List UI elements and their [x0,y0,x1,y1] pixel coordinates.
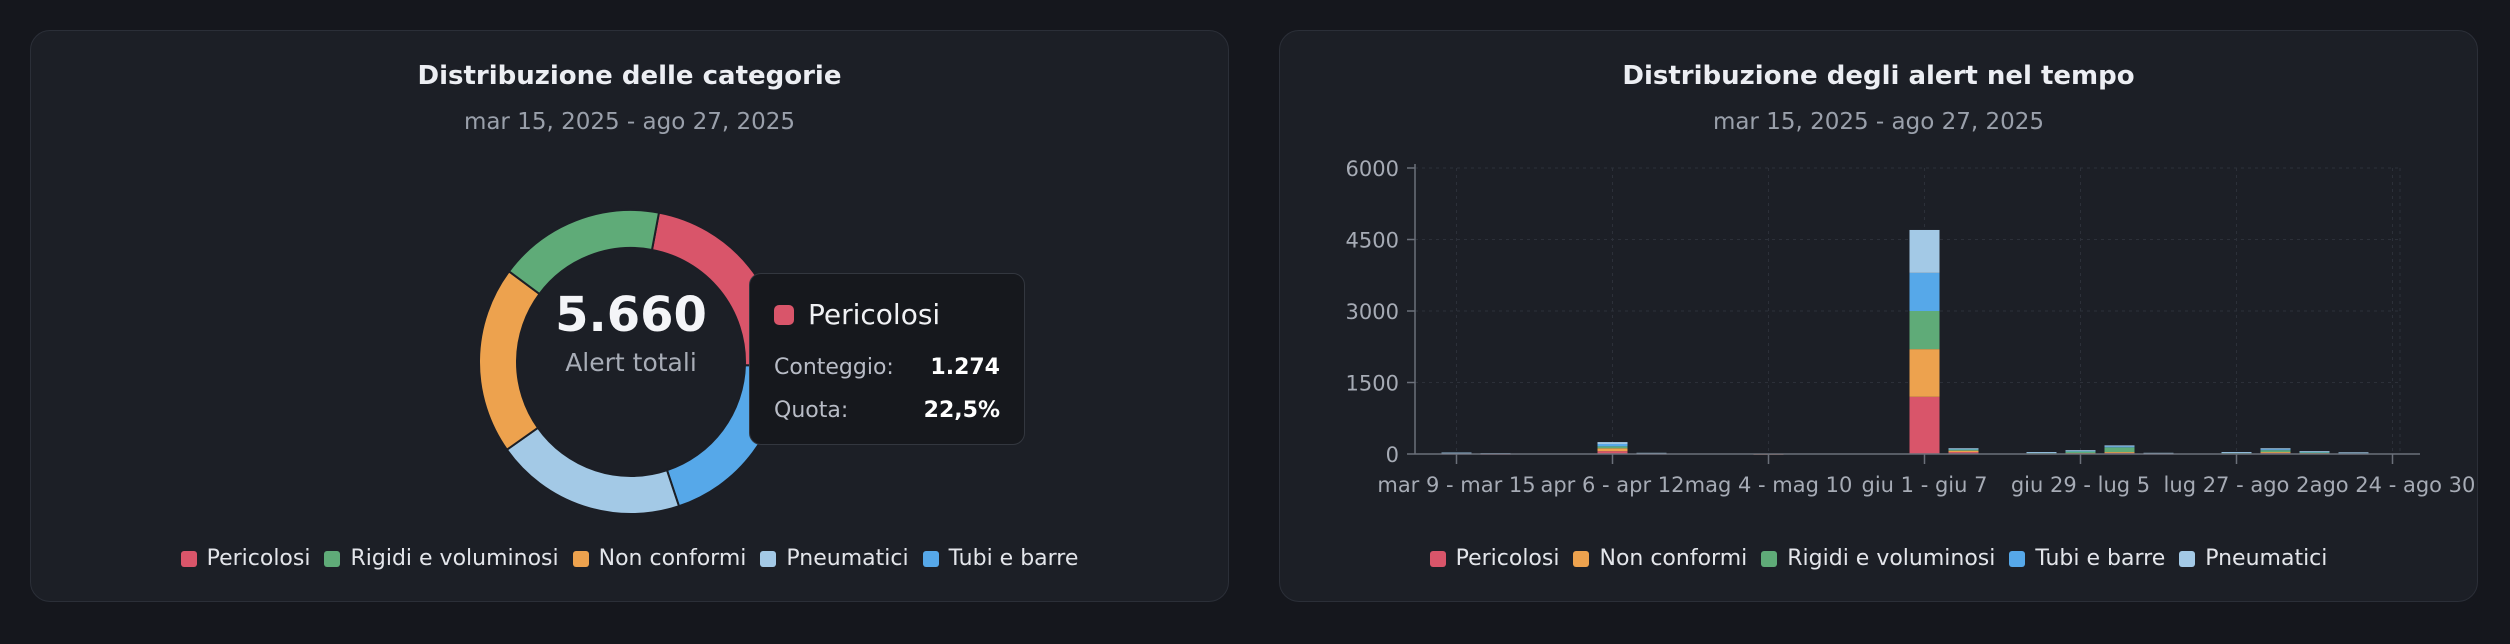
donut-chart: 5.660 Alert totali [478,209,784,515]
legend-swatch [1429,550,1446,567]
legend-item-pericolosi[interactable]: Pericolosi [180,546,311,571]
bar-segment-pneumatici[interactable] [1597,442,1628,444]
bar-segment-rigidi-e-voluminosi[interactable] [2065,451,2096,454]
bar-segment-tubi-e-barre[interactable] [2065,450,2096,452]
bar-legend: Pericolosi Non conformi Rigidi e voluminos… [1280,546,2477,571]
legend-label: Rigidi e voluminosi [1787,546,1996,571]
legend-label: Tubi e barre [2035,546,2166,571]
legend-swatch [180,550,197,567]
bar-segment-tubi-e-barre[interactable] [1948,448,1979,450]
tooltip-count-value: 1.274 [930,355,1000,380]
donut-slice-rigidi-e-voluminosi[interactable] [507,209,661,296]
bar-segment-rigidi-e-voluminosi[interactable] [1948,449,1979,451]
x-tick-label: apr 6 - apr 12 [1540,473,1684,497]
tooltip-category: Pericolosi [808,298,941,331]
bar-segment-pneumatici[interactable] [1636,452,1667,454]
bar-segment-tubi-e-barre[interactable] [1909,272,1940,311]
donut-slice-non-conformi[interactable] [478,269,541,452]
legend-item-rigidi-e-voluminosi[interactable]: Rigidi e voluminosi [324,546,559,571]
bar-segment-pneumatici[interactable] [2143,452,2174,454]
x-tick-label: mag 4 - mag 10 [1685,473,1853,497]
bar-segment-non-conformi[interactable] [2260,452,2291,454]
tooltip-count-label: Conteggio: [774,355,894,380]
bar-segment-pericolosi[interactable] [1909,396,1940,454]
y-tick-label: 0 [1386,443,1399,467]
bar-segment-pneumatici[interactable] [2026,452,2057,453]
bar-segment-non-conformi[interactable] [2104,452,2135,454]
tooltip-share-value: 22,5% [923,398,1000,423]
legend-item-rigidi-e-voluminosi[interactable]: Rigidi e voluminosi [1761,546,1995,571]
legend-swatch [760,550,777,567]
bar-segment-pneumatici[interactable] [1948,448,1979,450]
category-distribution-card: Distribuzione delle categorie mar 15, 20… [30,30,1229,602]
stacked-bar-chart: 0 1500 3000 4500 6000 mar 9 - mar 15 apr 6 - a… [1346,157,2476,497]
legend-label: Non conformi [1599,546,1748,571]
bar-segment-pneumatici[interactable] [1441,452,1472,454]
bar-segment-non-conformi[interactable] [1909,349,1940,397]
bar-segment-tubi-e-barre[interactable] [2299,451,2330,453]
legend-label: Pericolosi [1455,546,1560,571]
bar-segment-pneumatici[interactable] [2260,448,2291,450]
bar-segment-pneumatici[interactable] [2104,445,2135,447]
total-alerts-value: 5.660 [555,287,707,343]
bar-segment-rigidi-e-voluminosi[interactable] [1597,446,1628,449]
bar-segment-pneumatici[interactable] [2299,451,2330,452]
bar-segment-pericolosi[interactable] [1597,451,1628,454]
legend-swatch [922,550,939,567]
bar-segment-non-conformi[interactable] [1597,448,1628,452]
x-tick-label: mar 9 - mar 15 [1377,473,1535,497]
bar-segment-pericolosi[interactable] [1948,452,1979,454]
legend-swatch [2009,550,2026,567]
tooltip-color-swatch [774,304,794,325]
x-tick-label: lug 27 - ago 2 [2164,473,2310,497]
legend-swatch [572,550,589,567]
x-tick-label: giu 29 - lug 5 [2011,473,2150,497]
legend-label: Pneumatici [2205,546,2328,571]
legend-item-non-conformi[interactable]: Non conformi [572,546,747,571]
slice-tooltip: Pericolosi Conteggio: 1.274 Quota: 22,5% [749,273,1025,445]
legend-item-tubi-e-barre[interactable]: Tubi e barre [2009,546,2165,571]
legend-item-tubi-e-barre[interactable]: Tubi e barre [922,546,1079,571]
bar-segment-pneumatici[interactable] [2221,452,2252,453]
bar-segment-rigidi-e-voluminosi[interactable] [1909,311,1940,350]
legend-swatch [1761,550,1778,567]
bar-segment-pneumatici[interactable] [2065,450,2096,451]
donut-title: Distribuzione delle categorie [417,61,842,91]
alerts-over-time-card: Distribuzione degli alert nel tempo mar … [1279,30,2478,602]
legend-swatch [324,550,341,567]
bar-segment-non-conformi[interactable] [1948,450,1979,453]
bar-segment-tubi-e-barre[interactable] [2104,446,2135,448]
legend-label: Rigidi e voluminosi [350,546,559,571]
donut-legend: Pericolosi Rigidi e voluminosi Non conform… [31,546,1228,571]
total-alerts-label: Alert totali [565,348,697,377]
legend-item-pericolosi[interactable]: Pericolosi [1429,546,1560,571]
bar-segment-pneumatici[interactable] [1909,229,1940,273]
donut-date-range: mar 15, 2025 - ago 27, 2025 [463,109,796,135]
bar-date-range: mar 15, 2025 - ago 27, 2025 [1712,109,2045,135]
bar-title: Distribuzione degli alert nel tempo [1622,61,2135,91]
legend-swatch [1573,550,1590,567]
bar-segment-pneumatici[interactable] [2338,452,2369,454]
bar-segment-rigidi-e-voluminosi[interactable] [2299,452,2330,454]
bar-segment-tubi-e-barre[interactable] [2260,449,2291,451]
bar-segment-rigidi-e-voluminosi[interactable] [2104,447,2135,453]
y-tick-label: 6000 [1346,157,1399,181]
bar-segment-tubi-e-barre[interactable] [1597,443,1628,447]
tooltip-share-label: Quota: [774,398,849,423]
legend-item-non-conformi[interactable]: Non conformi [1573,546,1747,571]
y-tick-label: 1500 [1346,372,1399,396]
legend-label: Pericolosi [206,546,311,571]
legend-item-pneumatici[interactable]: Pneumatici [2179,546,2327,571]
legend-swatch [2179,550,2196,567]
x-tick-label: ago 24 - ago 30 [2310,473,2476,497]
legend-label: Non conformi [598,546,747,571]
legend-item-pneumatici[interactable]: Pneumatici [760,546,909,571]
legend-label: Tubi e barre [948,546,1079,571]
x-tick-label: giu 1 - giu 7 [1862,473,1988,497]
y-tick-label: 4500 [1346,229,1399,253]
legend-label: Pneumatici [786,546,909,571]
donut-slice-pneumatici[interactable] [505,426,681,515]
y-tick-label: 3000 [1346,300,1399,324]
bar-segment-rigidi-e-voluminosi[interactable] [2260,450,2291,453]
